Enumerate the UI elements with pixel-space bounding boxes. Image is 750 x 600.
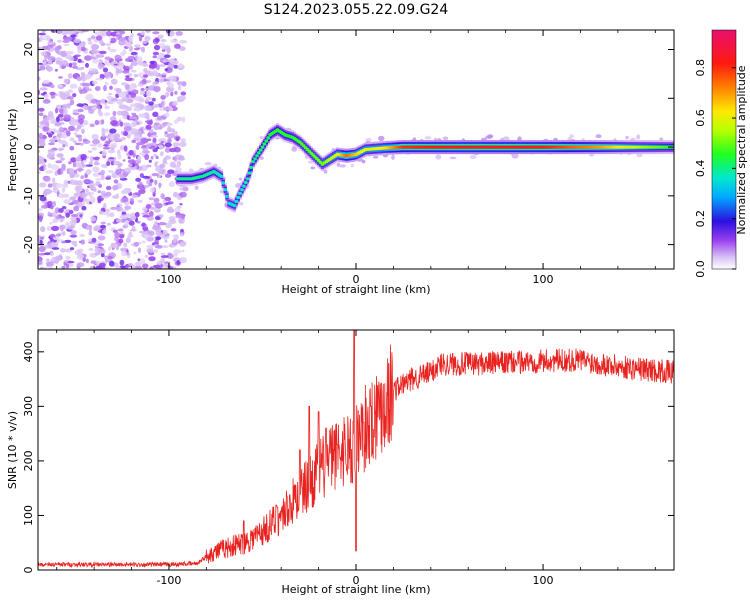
spectrogram-ylabel: Frequency (Hz) [6, 109, 19, 192]
y-tick-label: 200 [22, 450, 35, 471]
colorbar-tick-label: 0.8 [694, 59, 707, 77]
colorbar-tick-label: 0.4 [694, 160, 707, 178]
y-tick-label: 300 [22, 396, 35, 417]
x-tick-label: 100 [533, 273, 554, 286]
y-tick-label: 100 [22, 505, 35, 526]
colorbar-tick-label: 0.6 [694, 109, 707, 127]
colorbar-tick-label: 0.2 [694, 210, 707, 228]
snr-plot-area [38, 330, 674, 570]
snr-axes: -100 0 100 0 100 200 300 400 [22, 330, 674, 587]
x-tick-label: 0 [353, 273, 360, 286]
y-tick-label: 400 [22, 341, 35, 362]
y-tick-label: 0 [22, 144, 35, 151]
snr-series-line [38, 330, 674, 569]
snr-ylabel: SNR (10 * v/v) [6, 411, 19, 489]
colorbar-ticks: 0.0 0.2 0.4 0.6 0.8 [694, 59, 736, 278]
x-tick-label: -100 [156, 574, 181, 587]
colorbar-gradient [711, 29, 737, 270]
colorbar-tick-label: 0.0 [694, 260, 707, 278]
y-tick-label: -10 [22, 187, 35, 205]
y-tick-label: 10 [22, 91, 35, 105]
y-tick-label: 20 [22, 43, 35, 57]
colorbar: 0.0 0.2 0.4 0.6 0.8 Normalized spectral ampl… [694, 29, 748, 278]
y-tick-label: -20 [22, 236, 35, 254]
spectrogram-xlabel: Height of straight line (km) [281, 283, 430, 296]
x-tick-label: 0 [353, 574, 360, 587]
colorbar-label: Normalized spectral amplitude [735, 65, 748, 234]
x-tick-label: -100 [156, 273, 181, 286]
snr-xlabel: Height of straight line (km) [281, 583, 430, 596]
figure-title: S124.2023.055.22.09.G24 [264, 2, 449, 18]
x-tick-label: 100 [533, 574, 554, 587]
snr-panel: -100 0 100 0 100 200 300 400 Height of straight… [6, 329, 675, 596]
y-tick-label: 0 [22, 567, 35, 574]
spectrogram-layer [38, 30, 674, 269]
